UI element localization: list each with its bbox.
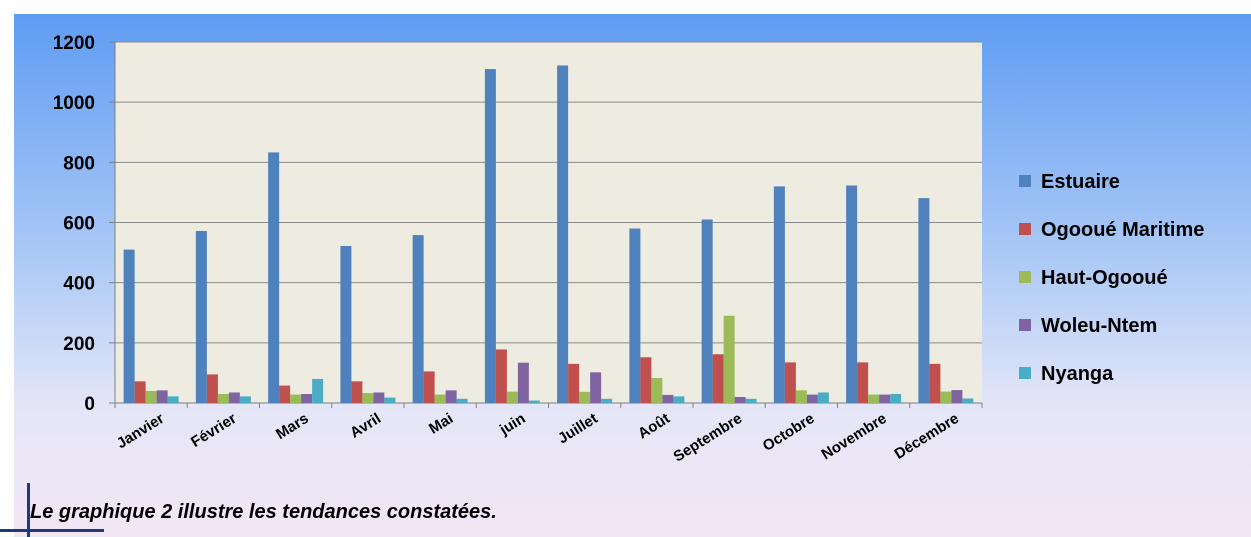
bar-ogoou-maritime-mai (423, 371, 435, 403)
bar-estuaire-janvier (123, 249, 135, 403)
bar-estuaire-septembre (701, 219, 713, 403)
bar-nyanga-décembre (962, 398, 974, 403)
bar-estuaire-novembre (846, 185, 858, 403)
x-category-label: Mars (273, 410, 312, 443)
bar-haut-ogoou--octobre (795, 390, 807, 403)
bar-haut-ogoou--février (217, 393, 229, 403)
bar-woleu-ntem-janvier (156, 390, 168, 403)
y-tick-label: 800 (63, 153, 95, 174)
y-tick-label: 0 (84, 394, 95, 415)
y-tick-label: 400 (63, 274, 95, 295)
chart-caption: Le graphique 2 illustre les tendances co… (30, 501, 497, 523)
x-category-label: juin (496, 410, 528, 439)
bar-haut-ogoou--mai (434, 394, 446, 403)
x-category-label: Décembre (891, 410, 962, 463)
bar-ogoou-maritime-septembre (712, 354, 724, 403)
bar-nyanga-septembre (745, 398, 757, 403)
legend-swatch (1019, 367, 1031, 379)
bar-haut-ogoou--novembre (868, 394, 880, 403)
x-category-label: Février (188, 410, 240, 451)
bar-ogoou-maritime-novembre (857, 362, 869, 403)
bar-estuaire-juin (484, 69, 496, 403)
legend-label: Haut-Ogooué (1041, 267, 1168, 289)
bar-ogoou-maritime-juin (495, 349, 507, 403)
x-category-label: Mai (426, 410, 456, 438)
y-tick-label: 200 (63, 334, 95, 355)
bar-estuaire-mai (412, 235, 424, 403)
bar-ogoou-maritime-octobre (784, 362, 796, 403)
bar-nyanga-novembre (890, 393, 902, 403)
corner-mark-horizontal (0, 529, 104, 532)
legend-label: Ogooué Maritime (1041, 219, 1204, 241)
bar-nyanga-août (673, 396, 685, 403)
bar-estuaire-février (195, 230, 207, 403)
bar-estuaire-juillet (557, 65, 569, 404)
bar-ogoou-maritime-avril (351, 381, 363, 403)
bar-ogoou-maritime-août (640, 357, 652, 403)
legend-label: Woleu-Ntem (1041, 315, 1157, 337)
bar-woleu-ntem-novembre (879, 394, 891, 403)
bar-woleu-ntem-mai (445, 390, 457, 403)
bar-haut-ogoou--juin (506, 391, 518, 403)
bar-ogoou-maritime-février (206, 374, 218, 403)
bar-woleu-ntem-février (228, 392, 240, 403)
legend-swatch (1019, 271, 1031, 283)
bar-nyanga-janvier (167, 396, 179, 403)
bar-ogoou-maritime-juillet (568, 363, 580, 403)
bar-woleu-ntem-juillet (590, 372, 602, 403)
bar-estuaire-décembre (918, 198, 930, 403)
x-category-label: Septembre (670, 410, 745, 466)
x-category-label: Juillet (555, 410, 601, 447)
chart-area: 0 200 400 600 800 1000 1200 Janvier Février Mars A… (14, 14, 1251, 537)
x-category-label: Novembre (819, 410, 890, 463)
bar-ogoou-maritime-décembre (929, 363, 941, 403)
bar-haut-ogoou--septembre (723, 315, 735, 403)
x-category-label: Avril (347, 410, 384, 442)
bar-haut-ogoou--décembre (940, 391, 952, 403)
bar-haut-ogoou--janvier (145, 390, 157, 403)
y-tick-label: 600 (63, 214, 95, 235)
bar-chart: 0 200 400 600 800 1000 1200 Janvier Février Mars A… (53, 33, 1205, 466)
legend-label: Nyanga (1041, 363, 1114, 385)
bar-woleu-ntem-septembre (734, 396, 746, 403)
bar-nyanga-mai (456, 398, 468, 403)
bar-woleu-ntem-août (662, 394, 674, 403)
bar-ogoou-maritime-mars (279, 385, 291, 403)
corner-mark-vertical (27, 483, 30, 537)
x-category-label: Août (635, 410, 673, 443)
bar-nyanga-mars (312, 378, 324, 403)
legend-swatch (1019, 319, 1031, 331)
bar-nyanga-juin (528, 400, 540, 403)
bar-woleu-ntem-avril (373, 392, 385, 403)
bar-estuaire-mars (268, 152, 280, 403)
bar-nyanga-octobre (817, 392, 829, 403)
bar-woleu-ntem-mars (301, 393, 313, 403)
bar-estuaire-août (629, 228, 641, 403)
bar-haut-ogoou--juillet (579, 391, 591, 403)
bar-woleu-ntem-octobre (806, 394, 818, 403)
legend-label: Estuaire (1041, 171, 1120, 193)
bar-nyanga-juillet (601, 398, 613, 403)
bar-estuaire-avril (340, 245, 352, 403)
legend-swatch (1019, 175, 1031, 187)
legend-swatch (1019, 223, 1031, 235)
bar-nyanga-avril (384, 397, 396, 403)
bar-ogoou-maritime-janvier (134, 381, 146, 403)
bar-haut-ogoou--août (651, 378, 663, 403)
x-category-label: Janvier (114, 410, 168, 452)
bar-nyanga-février (239, 396, 251, 403)
bar-haut-ogoou--mars (290, 394, 302, 403)
y-tick-label: 1000 (53, 93, 95, 114)
bar-woleu-ntem-décembre (951, 390, 963, 403)
x-category-label: Octobre (760, 410, 818, 455)
bar-estuaire-octobre (773, 186, 785, 403)
bar-haut-ogoou--avril (362, 393, 374, 403)
bar-woleu-ntem-juin (517, 362, 529, 403)
y-tick-label: 1200 (53, 33, 95, 54)
